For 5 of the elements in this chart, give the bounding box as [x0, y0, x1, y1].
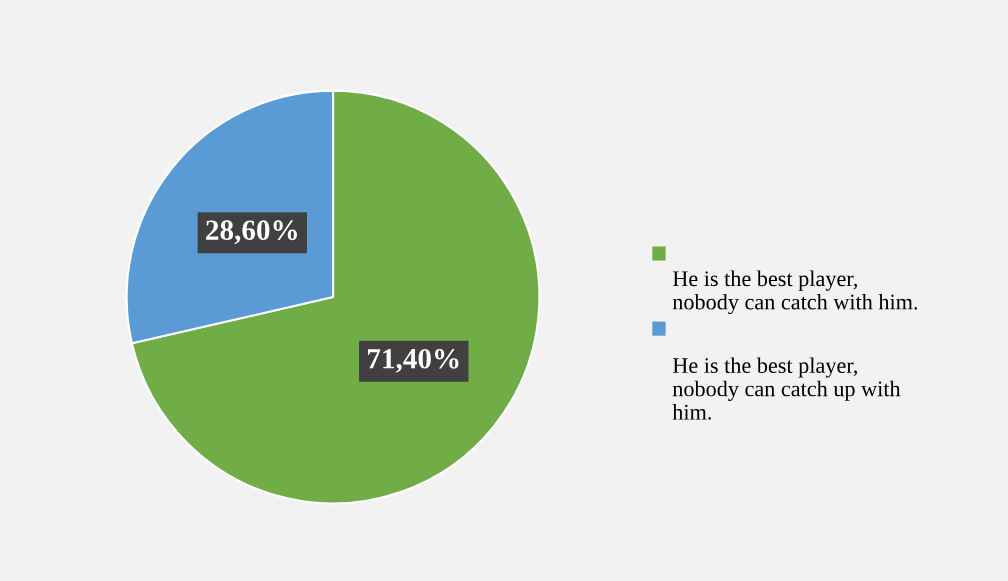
- pie-slice: [130, 89, 541, 505]
- legend-label: He is the best player, nobody can catch up with him.: [672, 357, 901, 420]
- data-label: 71,40%: [368, 348, 459, 373]
- data-label: 28,60%: [206, 220, 297, 245]
- legend-label: He is the best player, nobody can catch with him.: [672, 270, 918, 315]
